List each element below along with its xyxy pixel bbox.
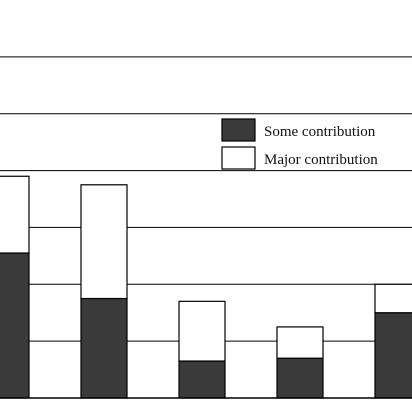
bar-some-contribution-3 bbox=[178, 360, 226, 399]
legend-swatch-some-contribution bbox=[221, 118, 256, 142]
legend-label-some-contribution: Some contribution bbox=[264, 124, 376, 140]
bar-major-contribution-5 bbox=[374, 283, 412, 314]
bar-major-contribution-3 bbox=[178, 300, 226, 362]
bar-major-contribution-1 bbox=[0, 175, 30, 254]
bar-some-contribution-2 bbox=[80, 297, 128, 399]
bar-some-contribution-4 bbox=[276, 357, 324, 399]
bar-major-contribution-4 bbox=[276, 326, 324, 359]
bars bbox=[0, 175, 412, 399]
bar-some-contribution-1 bbox=[0, 252, 30, 399]
bar-major-contribution-2 bbox=[80, 184, 128, 300]
legend: Some contribution Major contribution bbox=[221, 118, 378, 170]
legend-swatch-major-contribution bbox=[221, 146, 256, 170]
gridlines bbox=[0, 56, 412, 342]
legend-label-major-contribution: Major contribution bbox=[264, 152, 378, 168]
bar-some-contribution-5 bbox=[374, 312, 412, 399]
